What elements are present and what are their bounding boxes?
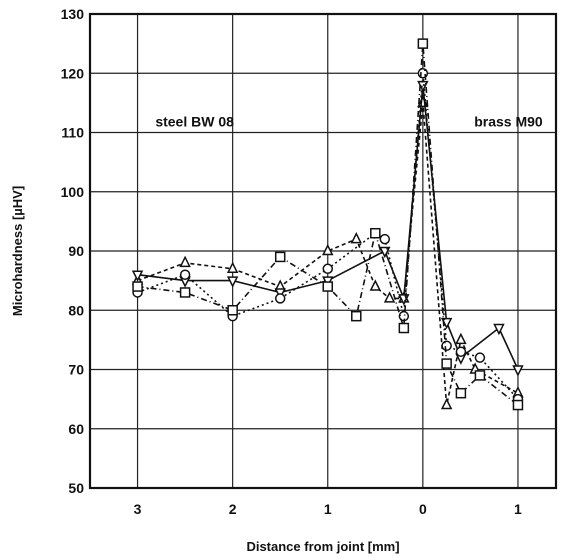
y-tick-label: 130 xyxy=(61,6,85,22)
plot-frame xyxy=(88,12,558,490)
annotation-label: steel BW 08 xyxy=(155,114,234,130)
y-tick-label: 60 xyxy=(68,421,84,437)
x-tick-label: 3 xyxy=(134,501,142,517)
data-point-circle xyxy=(179,269,191,280)
y-tick-label: 90 xyxy=(68,243,84,259)
data-point-circle xyxy=(379,233,391,245)
data-point-square xyxy=(455,387,467,399)
data-point-square xyxy=(474,370,486,381)
x-tick-label: 2 xyxy=(229,501,237,517)
data-point-square xyxy=(398,322,410,334)
y-tick-label: 120 xyxy=(61,65,85,81)
y-tick-label: 80 xyxy=(68,302,84,318)
data-point-square xyxy=(351,310,362,322)
y-axis-title: Microhardness [µHV] xyxy=(10,186,25,316)
x-tick-label: 1 xyxy=(324,501,332,517)
annotation-label: brass M90 xyxy=(474,114,543,130)
y-tick-label: 50 xyxy=(68,480,84,496)
data-point-triangle xyxy=(440,397,453,410)
x-tick-labels: 3 2 1 0 1 xyxy=(134,501,522,517)
data-point-square xyxy=(227,305,238,316)
data-point-square xyxy=(322,281,334,292)
y-tick-label: 100 xyxy=(61,184,85,200)
data-point-triangle xyxy=(455,332,467,345)
series-line xyxy=(137,84,519,370)
x-axis-title: Distance from joint [mm] xyxy=(246,539,399,554)
data-point-square xyxy=(370,227,381,239)
data-point-circle xyxy=(455,346,467,357)
data-point-triangle xyxy=(369,279,382,291)
x-tick-label: 0 xyxy=(419,501,427,517)
data-point-down-triangle xyxy=(512,365,524,377)
data-point-square xyxy=(179,287,191,298)
data-point-circle xyxy=(441,340,452,352)
data-point-triangle xyxy=(226,261,239,274)
data-point-down-triangle xyxy=(226,276,239,288)
data-point-square xyxy=(274,251,286,263)
x-tick-label: 1 xyxy=(514,501,522,517)
data-point-square xyxy=(512,399,524,411)
annotations: steel BW 08 brass M90 xyxy=(155,114,543,130)
data-point-down-triangle xyxy=(131,270,144,282)
data-point-square xyxy=(417,38,429,49)
data-series xyxy=(131,38,524,411)
y-tick-label: 110 xyxy=(61,125,84,141)
data-point-circle xyxy=(274,293,286,304)
data-point-circle xyxy=(474,352,486,363)
series-square xyxy=(132,38,524,411)
data-point-circle xyxy=(322,263,334,275)
data-point-triangle xyxy=(322,243,334,256)
data-point-square xyxy=(132,281,143,292)
y-tick-labels: 50 60 70 80 90 100 110 120 130 xyxy=(61,6,85,496)
data-point-triangle xyxy=(350,231,362,244)
data-point-down-triangle xyxy=(379,246,391,259)
data-point-down-triangle xyxy=(493,323,505,336)
grid-lines xyxy=(90,14,556,488)
data-point-square xyxy=(441,358,452,369)
data-point-triangle xyxy=(383,291,396,303)
data-point-triangle xyxy=(179,255,191,268)
y-tick-label: 70 xyxy=(68,362,84,378)
